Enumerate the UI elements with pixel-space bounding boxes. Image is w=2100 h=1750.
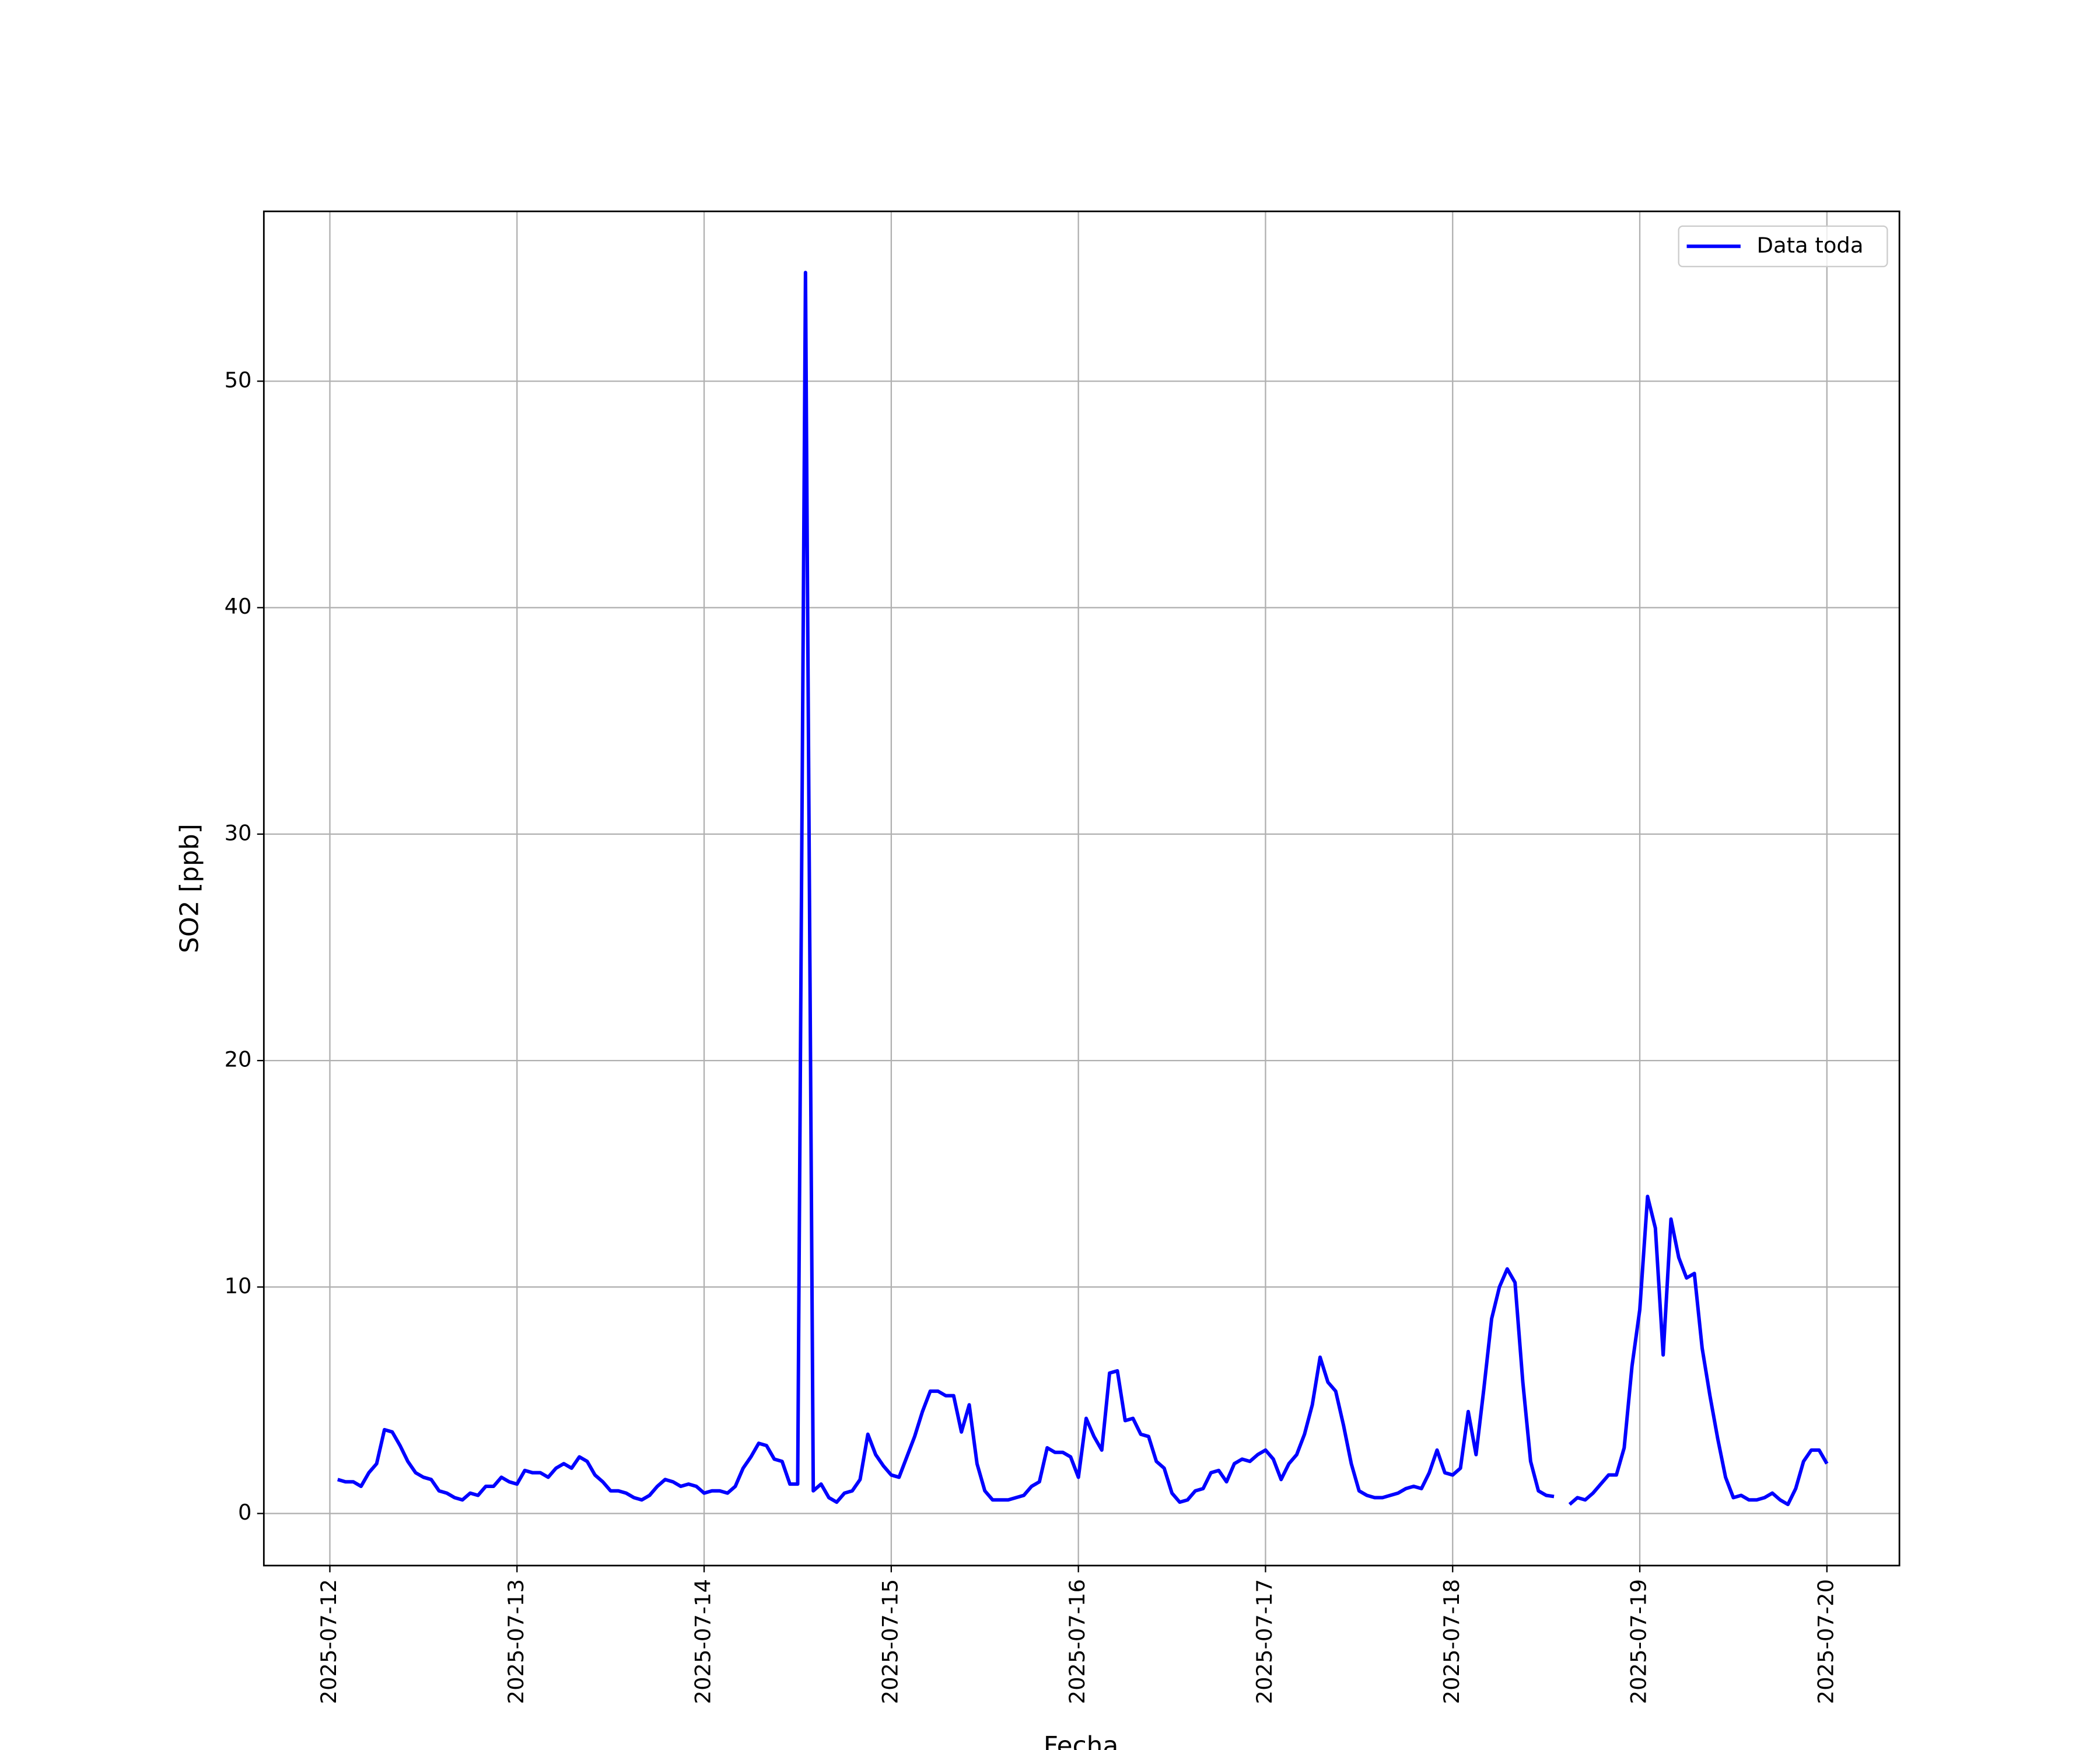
x-tick-label: 2025-07-18: [1439, 1579, 1464, 1704]
x-tick-label: 2025-07-17: [1252, 1579, 1277, 1704]
x-tick-label: 2025-07-13: [503, 1579, 528, 1704]
x-tick-label: 2025-07-19: [1626, 1579, 1651, 1704]
data-line: [337, 271, 1829, 1507]
y-tick-label: 50: [225, 368, 252, 393]
y-axis-label: SO2 [ppb]: [175, 824, 205, 953]
y-tick-label: 40: [225, 594, 252, 619]
x-tick-label: 2025-07-12: [316, 1579, 341, 1704]
axes-frame: [262, 210, 1901, 1567]
plot-area: [264, 211, 1900, 1566]
legend-box: [1678, 225, 1888, 268]
x-tick-label: 2025-07-14: [691, 1579, 716, 1704]
x-tick-label: 2025-07-15: [877, 1579, 902, 1704]
legend-label: Data toda: [1757, 233, 1864, 258]
y-tick-label: 30: [225, 820, 252, 845]
y-tick-label: 10: [225, 1273, 252, 1298]
y-tick-label: 20: [225, 1047, 252, 1072]
y-tick-label: 0: [238, 1500, 251, 1525]
x-axis-label: Fecha: [1044, 1731, 1119, 1750]
x-tick-label: 2025-07-16: [1065, 1579, 1090, 1704]
x-tick-label: 2025-07-20: [1813, 1579, 1838, 1704]
